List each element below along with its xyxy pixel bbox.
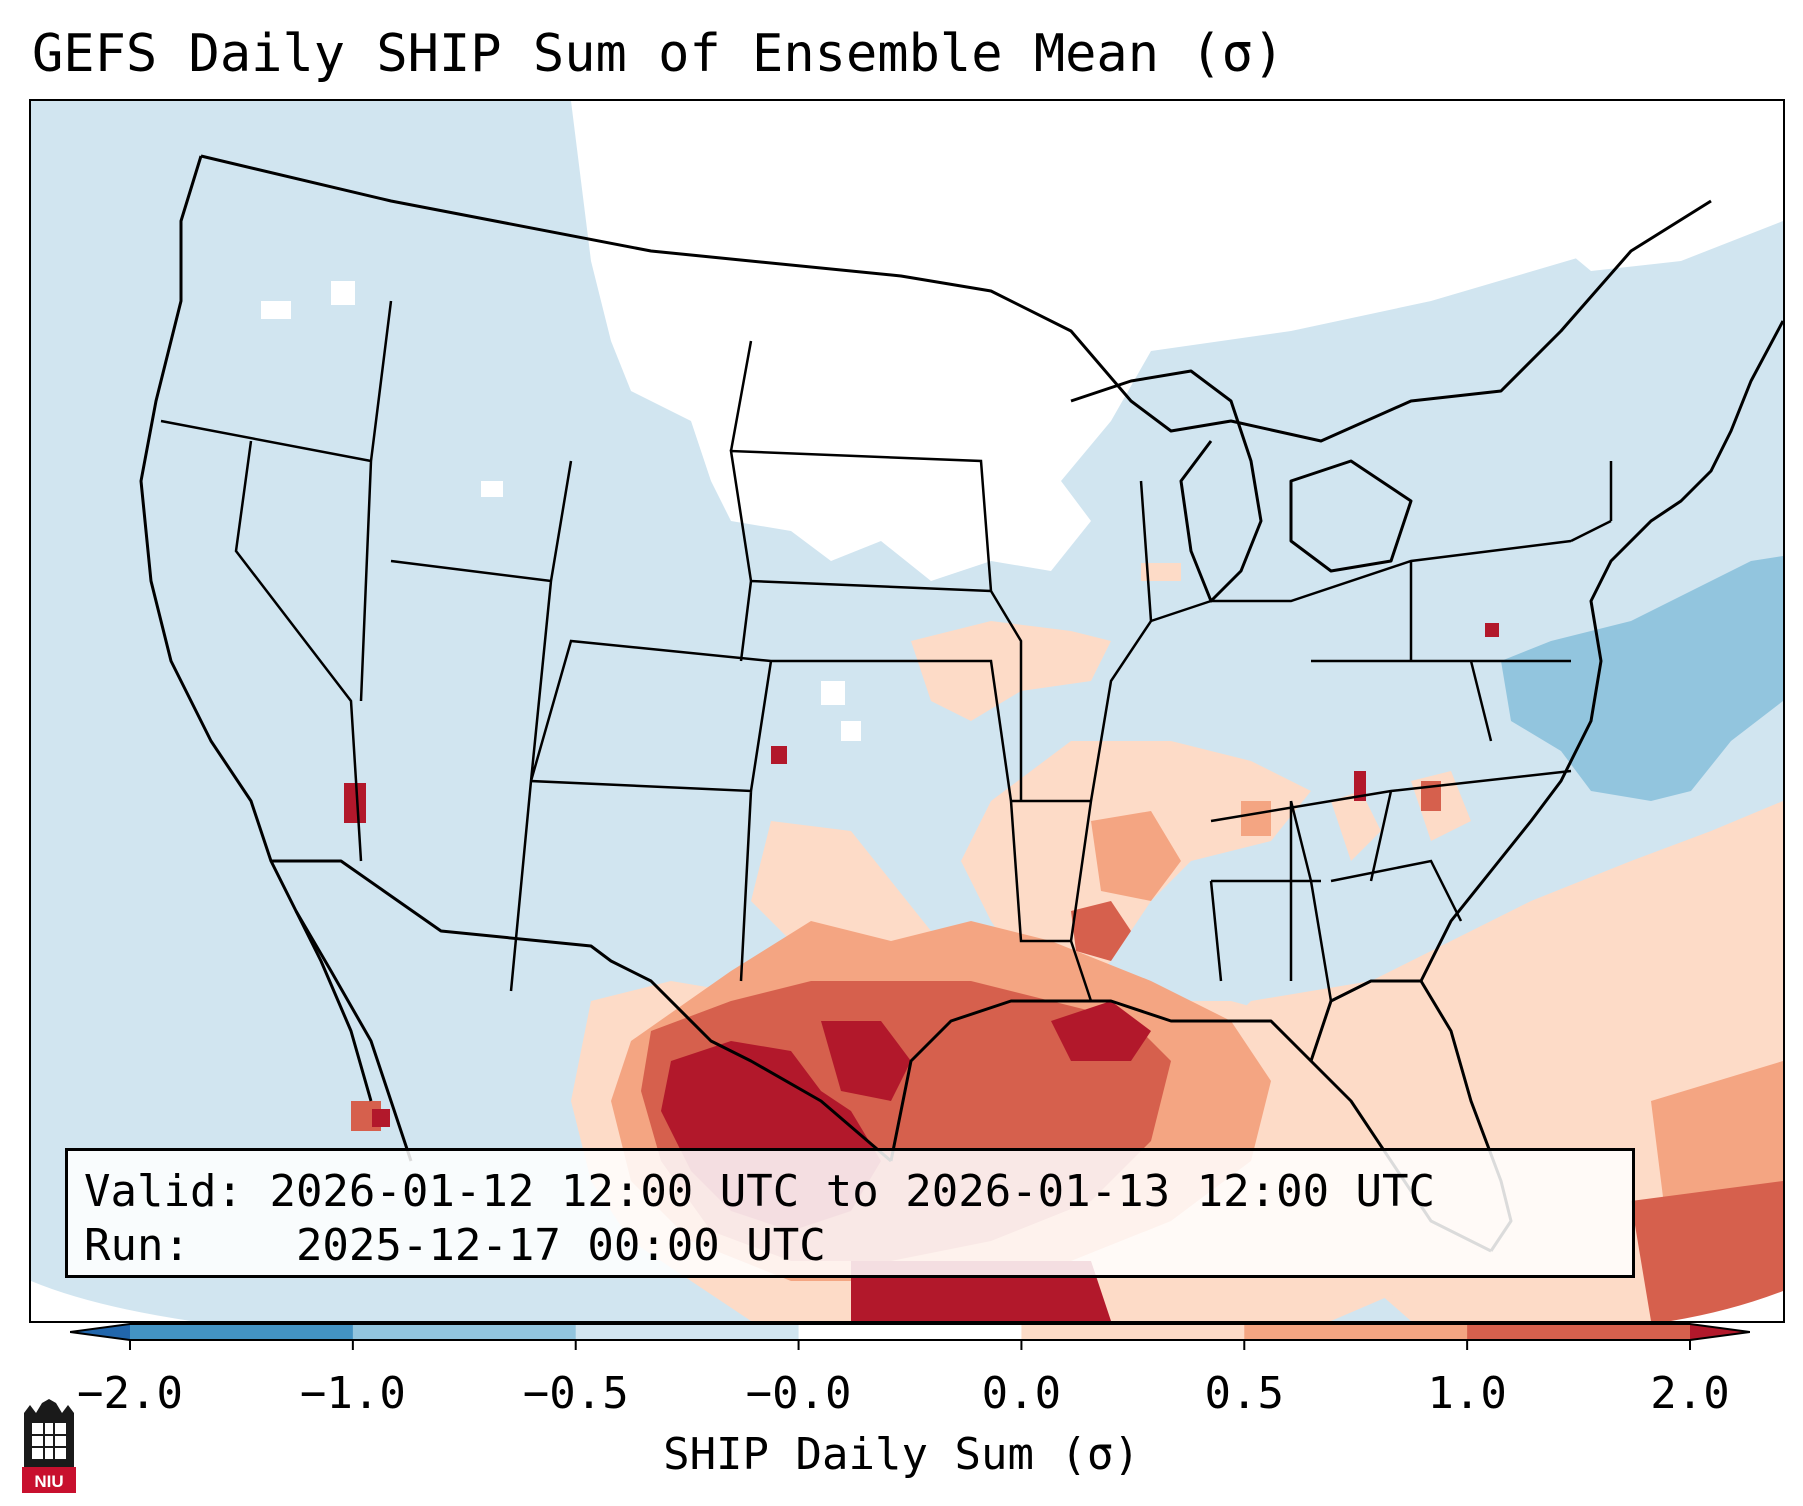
colorbar-tick-label: 0.0 [981, 1368, 1062, 1419]
colorbar-bin [798, 1324, 1022, 1340]
colorbar-bin [1244, 1324, 1468, 1340]
map-panel [29, 99, 1785, 1323]
colorbar-extend-low [70, 1324, 130, 1340]
colorbar-tick-label: −1.0 [299, 1368, 406, 1419]
colorbar-label: SHIP Daily Sum (σ) [663, 1429, 1140, 1480]
valid-line: Valid: 2026-01-12 12:00 UTC to 2026-01-1… [84, 1165, 1618, 1219]
colorbar-bin [1021, 1324, 1245, 1340]
map-title: GEFS Daily SHIP Sum of Ensemble Mean (σ) [32, 24, 1285, 84]
us-canada-border [200, 154, 1712, 443]
pacific-coast [139, 155, 373, 1102]
niu-logo: NIU [22, 1399, 76, 1493]
atlantic-coast [1419, 320, 1783, 982]
logo-text: NIU [34, 1472, 63, 1491]
colorbar-tick-label: −0.5 [522, 1368, 629, 1419]
colorbar-tick-label: −0.0 [745, 1368, 852, 1419]
colorbar-tick-label: 2.0 [1650, 1368, 1730, 1419]
map-out-of-domain-right [1671, 1291, 1783, 1321]
colorbar-bin [575, 1324, 800, 1340]
run-label: Run: [84, 1220, 190, 1271]
valid-label: Valid: [84, 1166, 243, 1217]
field-near-zero-white [261, 101, 1783, 1068]
colorbar-bin [1467, 1324, 1691, 1340]
logo-banner [22, 1467, 76, 1493]
state-borders [160, 300, 1613, 1002]
colorbar-extend-high [1690, 1324, 1750, 1340]
valid-value: 2026-01-12 12:00 UTC to 2026-01-13 12:00… [269, 1166, 1436, 1217]
colorbar-bin [352, 1324, 577, 1340]
map-canvas [31, 101, 1783, 1321]
colorbar-tick-label: −2.0 [77, 1368, 183, 1419]
colorbar [70, 1323, 1750, 1350]
run-value: 2025-12-17 00:00 UTC [295, 1220, 826, 1271]
colorbar-tick-label: 0.5 [1204, 1368, 1285, 1419]
mexico-border [271, 859, 892, 1163]
valid-run-info-box: Valid: 2026-01-12 12:00 UTC to 2026-01-1… [65, 1148, 1635, 1278]
great-lakes [1070, 369, 1413, 603]
colorbar-tick-label: 1.0 [1427, 1368, 1507, 1419]
baja-california [294, 910, 413, 1162]
field-below-normal-blue [1501, 556, 1783, 801]
run-line: Run: 2025-12-17 00:00 UTC [84, 1219, 1618, 1273]
map-out-of-domain [31, 1281, 191, 1321]
colorbar-bin [130, 1324, 354, 1340]
